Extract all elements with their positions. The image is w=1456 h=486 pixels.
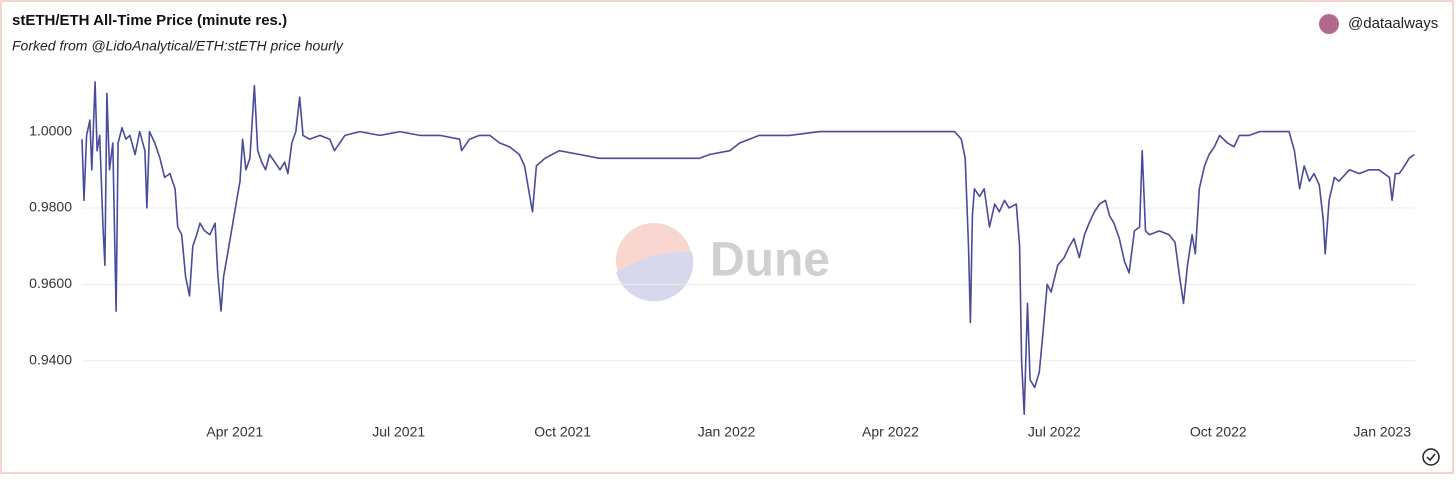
x-tick-label: Oct 2021 xyxy=(534,424,591,440)
y-tick-label: 0.9800 xyxy=(29,199,72,215)
author-name[interactable]: @dataalways xyxy=(1348,15,1438,32)
watermark-text: Dune xyxy=(710,234,830,287)
x-tick-label: Apr 2021 xyxy=(206,424,263,440)
chart-subtitle: Forked from @LidoAnalytical/ETH:stETH pr… xyxy=(12,38,344,54)
y-tick-label: 0.9400 xyxy=(29,351,72,367)
x-tick-label: Jan 2023 xyxy=(1353,424,1411,440)
x-tick-label: Jul 2022 xyxy=(1028,424,1081,440)
check-icon[interactable] xyxy=(1422,448,1440,466)
x-tick-label: Jul 2021 xyxy=(372,424,425,440)
card-border xyxy=(0,0,1454,474)
x-tick-label: Jan 2022 xyxy=(698,424,756,440)
author-avatar xyxy=(1319,14,1339,34)
watermark-logo xyxy=(616,223,694,302)
x-tick-label: Oct 2022 xyxy=(1190,424,1247,440)
chart-title: stETH/ETH All-Time Price (minute res.) xyxy=(12,12,287,29)
x-tick-label: Apr 2022 xyxy=(862,424,919,440)
price-line xyxy=(81,81,1415,415)
y-tick-label: 1.0000 xyxy=(29,122,72,138)
y-tick-label: 0.9600 xyxy=(29,275,72,291)
